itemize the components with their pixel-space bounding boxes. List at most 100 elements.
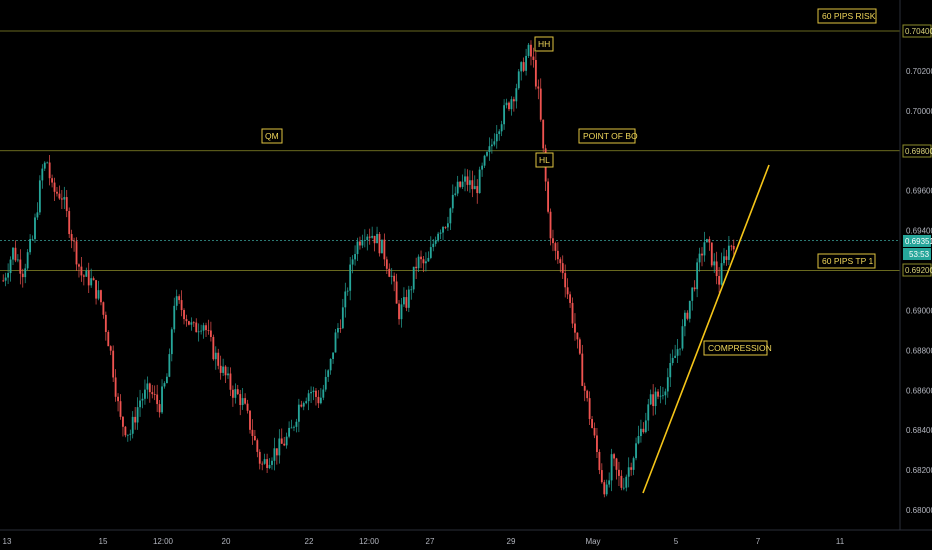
candle-body: [554, 243, 557, 251]
candle-body: [569, 294, 571, 303]
candle-body: [46, 162, 49, 164]
candle-body: [241, 398, 244, 405]
candle-body: [180, 300, 183, 311]
candle-body: [478, 169, 481, 194]
candle-body: [632, 458, 635, 470]
candle-body: [466, 176, 469, 185]
candle-body: [153, 394, 156, 395]
candle-body: [468, 180, 471, 185]
annotation-hl[interactable]: HL: [535, 152, 554, 168]
candle-body: [70, 234, 73, 241]
candle-body: [657, 391, 659, 397]
candle-body: [122, 416, 124, 427]
candle-body: [317, 396, 320, 404]
x-tick-label: 27: [426, 537, 435, 546]
x-tick-label: 11: [836, 537, 845, 546]
candle-body: [324, 376, 327, 390]
candle-body: [701, 253, 703, 256]
candle-body: [395, 281, 398, 304]
candle-body: [500, 124, 503, 132]
candle-body: [454, 193, 457, 195]
candle-body: [261, 463, 264, 465]
candle-body: [227, 373, 229, 376]
candle-body: [329, 358, 332, 371]
candle-body: [68, 211, 71, 235]
candle-body: [95, 280, 97, 299]
candle-body: [222, 366, 225, 373]
annotation-compression[interactable]: COMPRESSION: [703, 340, 772, 356]
candle-body: [319, 397, 322, 404]
annotation-qm[interactable]: QM: [261, 128, 283, 144]
candle-body: [574, 323, 576, 333]
candle-body: [126, 434, 129, 436]
candle-body: [100, 290, 102, 303]
candle-body: [508, 102, 510, 110]
candle-body: [583, 385, 586, 391]
annotation-hh[interactable]: HH: [534, 36, 554, 52]
candle-body: [349, 264, 352, 291]
x-tick-label: 20: [222, 537, 231, 546]
candle-body: [266, 459, 269, 469]
svg-text:0.70400: 0.70400: [905, 27, 932, 36]
candle-body: [82, 275, 85, 277]
candle-body: [234, 389, 237, 398]
candle-body: [393, 275, 396, 282]
candle-body: [65, 197, 68, 212]
candle-body: [271, 460, 273, 465]
candle-body: [471, 180, 474, 190]
candle-body: [34, 217, 36, 240]
candle-body: [190, 322, 193, 325]
candle-body: [654, 391, 657, 407]
candle-body: [146, 383, 149, 390]
candle-body: [576, 332, 579, 340]
candle-body: [217, 352, 220, 366]
candle-body: [635, 443, 637, 459]
candle-body: [622, 487, 625, 489]
candle-body: [4, 277, 7, 281]
candle-body: [671, 357, 674, 363]
candle-body: [703, 242, 706, 256]
x-tick-label: 22: [305, 537, 314, 546]
candle-body: [600, 470, 603, 483]
candle-body: [346, 290, 349, 292]
candle-body: [7, 273, 10, 278]
x-tick-label: 7: [756, 537, 761, 546]
candle-body: [383, 239, 386, 260]
candle-body: [566, 287, 569, 295]
annotation-60-pips-tp-1[interactable]: 60 PIPS TP 1: [817, 253, 876, 269]
candle-body: [102, 302, 105, 315]
candle-body: [564, 273, 567, 288]
tag-last-price: 0.69351: [903, 235, 932, 247]
candle-body: [713, 261, 716, 266]
candle-body: [300, 404, 303, 407]
candle-body: [166, 376, 168, 384]
compression-trendline[interactable]: [642, 164, 770, 494]
candle-body: [642, 428, 645, 433]
candle-body: [681, 326, 684, 349]
annotation-point-of-bo[interactable]: POINT OF BO: [578, 128, 638, 144]
candle-body: [427, 257, 430, 262]
candle-body: [666, 377, 669, 392]
candle-body: [459, 181, 462, 187]
candle-body: [456, 181, 459, 194]
candle-body: [107, 331, 110, 347]
svg-text:53:53: 53:53: [909, 250, 930, 259]
candle-body: [9, 259, 12, 274]
svg-text:60 PIPS TP 1: 60 PIPS TP 1: [822, 256, 873, 266]
x-tick-label: 12:00: [153, 537, 174, 546]
candle-body: [187, 321, 190, 325]
candle-body: [148, 383, 151, 393]
svg-text:0.69351: 0.69351: [905, 237, 932, 246]
candle-body: [134, 416, 137, 423]
candle-body: [354, 254, 356, 260]
horizontal-levels: [0, 30, 900, 271]
annotation-60-pips-risk[interactable]: 60 PIPS RISK: [817, 8, 877, 24]
candle-body: [708, 239, 711, 243]
candle-body: [647, 404, 650, 421]
candle-body: [119, 401, 122, 417]
candle-body: [705, 239, 708, 243]
